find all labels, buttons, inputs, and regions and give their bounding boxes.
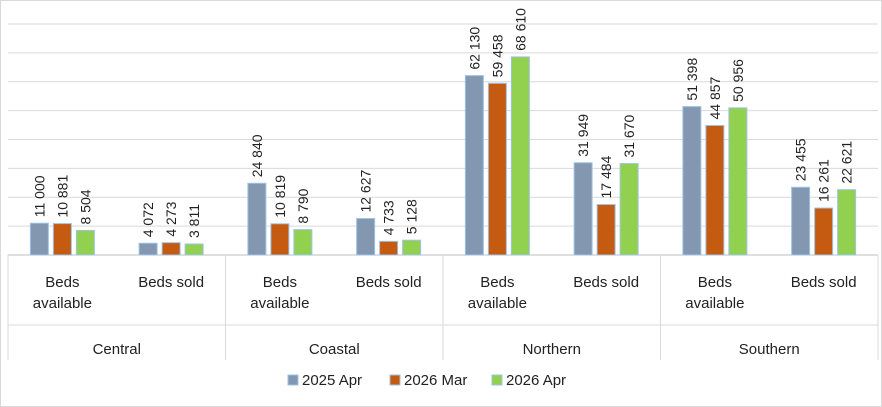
group-label: Northern [523, 341, 581, 358]
x-tick-label: Beds sold [790, 274, 857, 291]
bar [464, 75, 484, 256]
data-label: 24 840 [249, 134, 265, 177]
bar [75, 229, 95, 256]
bar [356, 218, 376, 256]
group-label: Southern [739, 341, 800, 358]
bar [791, 186, 811, 256]
x-tick-label: Beds sold [573, 274, 640, 291]
x-tick-label: Beds available [685, 274, 745, 312]
bar [161, 242, 181, 256]
data-label: 3 811 [186, 204, 202, 238]
bar [682, 106, 702, 256]
data-label: 62 130 [466, 27, 482, 70]
legend-swatch [287, 374, 299, 386]
data-label: 10 819 [272, 175, 288, 218]
legend-swatch [389, 374, 401, 386]
bar [596, 204, 616, 256]
data-label: 4 733 [381, 200, 397, 235]
data-label: 31 949 [575, 114, 591, 157]
x-tick-label: Beds available [32, 274, 92, 312]
data-label: 16 261 [816, 159, 832, 202]
data-label: 4 072 [140, 202, 156, 237]
legend-label: 2026 Mar [404, 372, 467, 389]
data-label: 5 128 [404, 199, 420, 234]
x-tick-label: Beds sold [138, 274, 205, 291]
bar [29, 222, 49, 256]
data-label: 68 610 [512, 8, 528, 51]
bar [837, 189, 857, 256]
x-tick-label: Beds sold [355, 274, 422, 291]
x-tick-label: Beds available [250, 274, 310, 312]
bar [379, 240, 399, 256]
data-label: 17 484 [598, 155, 614, 198]
bar [814, 207, 834, 256]
data-label: 44 857 [707, 76, 723, 119]
bar [619, 163, 639, 256]
bar [270, 223, 290, 256]
data-label: 51 398 [684, 58, 700, 101]
data-label: 50 956 [730, 59, 746, 102]
data-label: 11 000 [31, 175, 47, 217]
bar [138, 242, 158, 256]
data-label: 31 670 [621, 115, 637, 158]
group-label: Coastal [309, 341, 360, 358]
bar [728, 107, 748, 256]
bar [487, 82, 507, 256]
data-label: 59 458 [489, 34, 505, 77]
bar [52, 223, 72, 256]
bar [705, 124, 725, 256]
data-label: 23 455 [793, 138, 809, 181]
bar [184, 243, 204, 256]
data-label: 10 881 [54, 175, 70, 218]
bar [402, 239, 422, 256]
legend-label: 2026 Apr [506, 372, 566, 389]
data-label: 8 504 [77, 189, 93, 224]
legend-swatch [491, 374, 503, 386]
group-label: Central [93, 341, 141, 358]
bar [573, 162, 593, 256]
data-label: 4 273 [163, 201, 179, 236]
x-tick-label: Beds available [467, 274, 527, 312]
data-label: 8 790 [295, 188, 311, 223]
data-label: 12 627 [358, 170, 374, 213]
data-label: 22 621 [839, 141, 855, 184]
bar [293, 229, 313, 256]
legend-label: 2025 Apr [302, 372, 362, 389]
bar [510, 56, 530, 256]
bar [247, 182, 267, 256]
